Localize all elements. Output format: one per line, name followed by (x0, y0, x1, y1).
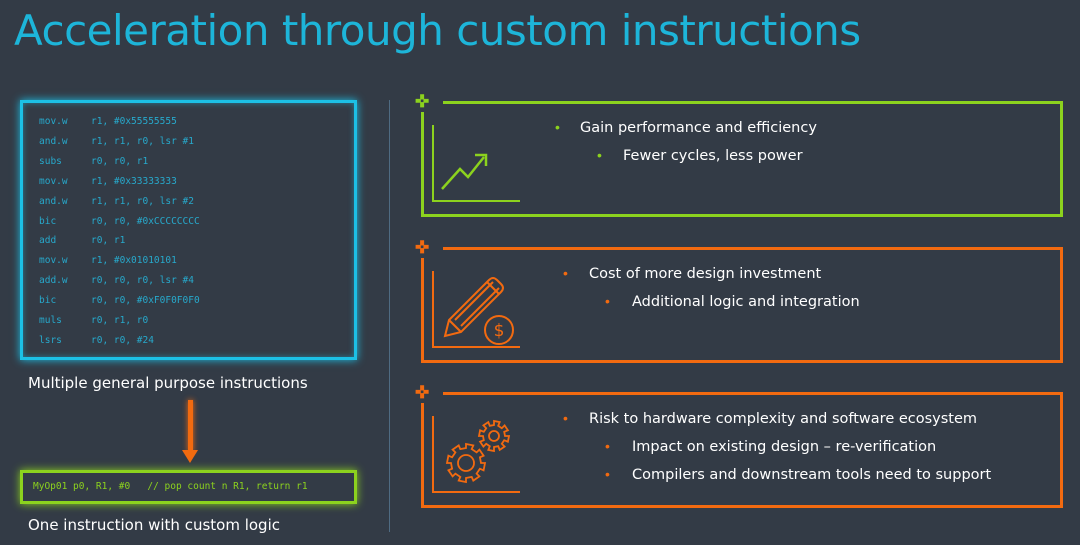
code-mnemonic: muls (39, 315, 62, 326)
panel-sub-bullet: Compilers and downstream tools need to s… (632, 467, 992, 483)
code-mnemonic: and.w (39, 195, 68, 207)
icon-frame-bottom (432, 491, 520, 493)
panel-border-left (421, 403, 424, 506)
code-operands: r0, r1 (91, 235, 126, 247)
plus-marker-icon: ✜ (415, 238, 430, 257)
sub-bullet-icon: • (605, 438, 610, 454)
custom-instruction-code-block: MyOp01 p0, R1, #0 // pop count n R1, ret… (20, 470, 357, 504)
bullet-icon: • (555, 119, 560, 135)
code-mnemonic: add.w (39, 275, 68, 287)
bullet-icon: • (563, 265, 568, 281)
icon-frame-left (432, 416, 434, 492)
code-line: add.w r0, r0, r0, lsr #4 (39, 275, 194, 286)
down-arrow-icon (188, 400, 193, 452)
panel-sub-bullet: Impact on existing design – re-verificat… (632, 439, 937, 455)
code-line: and.w r1, r1, r0, lsr #1 (39, 136, 194, 147)
plus-marker-icon: ✜ (415, 92, 430, 111)
panel-border-right (1060, 392, 1063, 507)
code-operands: r0, r0, #0xF0F0F0F0 (91, 295, 200, 307)
sub-bullet-icon: • (605, 466, 610, 482)
icon-frame-bottom (432, 200, 520, 202)
sub-bullet-icon: • (605, 293, 610, 309)
code-operands: r0, r1, r0 (91, 315, 149, 326)
page-title: Acceleration through custom instructions (14, 6, 861, 55)
pencil-dollar-icon: $ (443, 277, 514, 345)
panel-border-bottom (421, 214, 1063, 217)
panel-border-right (1060, 247, 1063, 362)
icon-frame-left (432, 271, 434, 347)
code-mnemonic: bic (39, 295, 57, 307)
code-mnemonic: add (39, 235, 57, 247)
code-line: bic r0, r0, #0xF0F0F0F0 (39, 295, 200, 306)
code-operands: r1, r1, r0, lsr #2 (91, 195, 194, 207)
code-line: mov.w r1, #0x33333333 (39, 176, 177, 187)
code-line: mov.w r1, #0x55555555 (39, 116, 177, 127)
panel-border-bottom (421, 505, 1063, 508)
code-operands: r1, #0x55555555 (91, 116, 177, 127)
code-operands: r0, r0, r1 (91, 155, 149, 167)
gears-icon (445, 419, 511, 484)
custom-instruction-code: MyOp01 p0, R1, #0 // pop count n R1, ret… (33, 481, 308, 492)
code-operands: r0, r0, r0, lsr #4 (91, 275, 194, 287)
icon-frame-bottom (432, 346, 520, 348)
code-mnemonic: mov.w (39, 175, 68, 187)
vertical-divider (389, 100, 390, 532)
code-operands: r1, r1, r0, lsr #1 (91, 135, 194, 147)
code-mnemonic: subs (39, 155, 62, 167)
general-instructions-caption: Multiple general purpose instructions (28, 374, 308, 392)
plus-marker-icon: ✜ (415, 383, 430, 402)
svg-text:$: $ (494, 321, 505, 341)
code-mnemonic: bic (39, 215, 57, 227)
code-line: lsrs r0, r0, #24 (39, 335, 154, 346)
code-line: bic r0, r0, #0xCCCCCCCC (39, 216, 200, 227)
code-operands: r1, #0x01010101 (91, 255, 177, 267)
code-line: muls r0, r1, r0 (39, 315, 148, 326)
code-operands: r0, r0, #24 (91, 334, 154, 346)
panel-border-right (1060, 101, 1063, 216)
code-operands: r1, #0x33333333 (91, 175, 177, 187)
icon-frame-left (432, 125, 434, 201)
code-mnemonic: lsrs (39, 334, 62, 346)
panel-bullet: Gain performance and efficiency (580, 120, 817, 136)
trend-up-chart-icon (441, 153, 488, 190)
code-mnemonic: mov.w (39, 255, 68, 267)
panel-border-top (443, 101, 1063, 104)
general-instructions-code-block: mov.w r1, #0x55555555 and.w r1, r1, r0, lsr… (20, 100, 357, 360)
code-mnemonic: mov.w (39, 116, 68, 127)
code-line: add r0, r1 (39, 235, 125, 246)
panel-sub-bullet: Additional logic and integration (632, 294, 860, 310)
sub-bullet-icon: • (597, 147, 602, 163)
panel-border-left (421, 112, 424, 215)
panel-border-left (421, 258, 424, 361)
code-line: subs r0, r0, r1 (39, 156, 148, 167)
code-line: and.w r1, r1, r0, lsr #2 (39, 196, 194, 207)
panel-bullet: Cost of more design investment (589, 266, 822, 282)
code-mnemonic: and.w (39, 135, 68, 147)
custom-instruction-caption: One instruction with custom logic (28, 516, 280, 534)
panel-sub-bullet: Fewer cycles, less power (623, 148, 803, 164)
panel-border-top (443, 247, 1063, 250)
bullet-icon: • (563, 410, 568, 426)
code-line: mov.w r1, #0x01010101 (39, 255, 177, 266)
down-arrow-head-icon (182, 450, 198, 463)
code-operands: r0, r0, #0xCCCCCCCC (91, 215, 200, 227)
panel-border-top (443, 392, 1063, 395)
panel-border-bottom (421, 360, 1063, 363)
panel-bullet: Risk to hardware complexity and software… (589, 411, 978, 427)
